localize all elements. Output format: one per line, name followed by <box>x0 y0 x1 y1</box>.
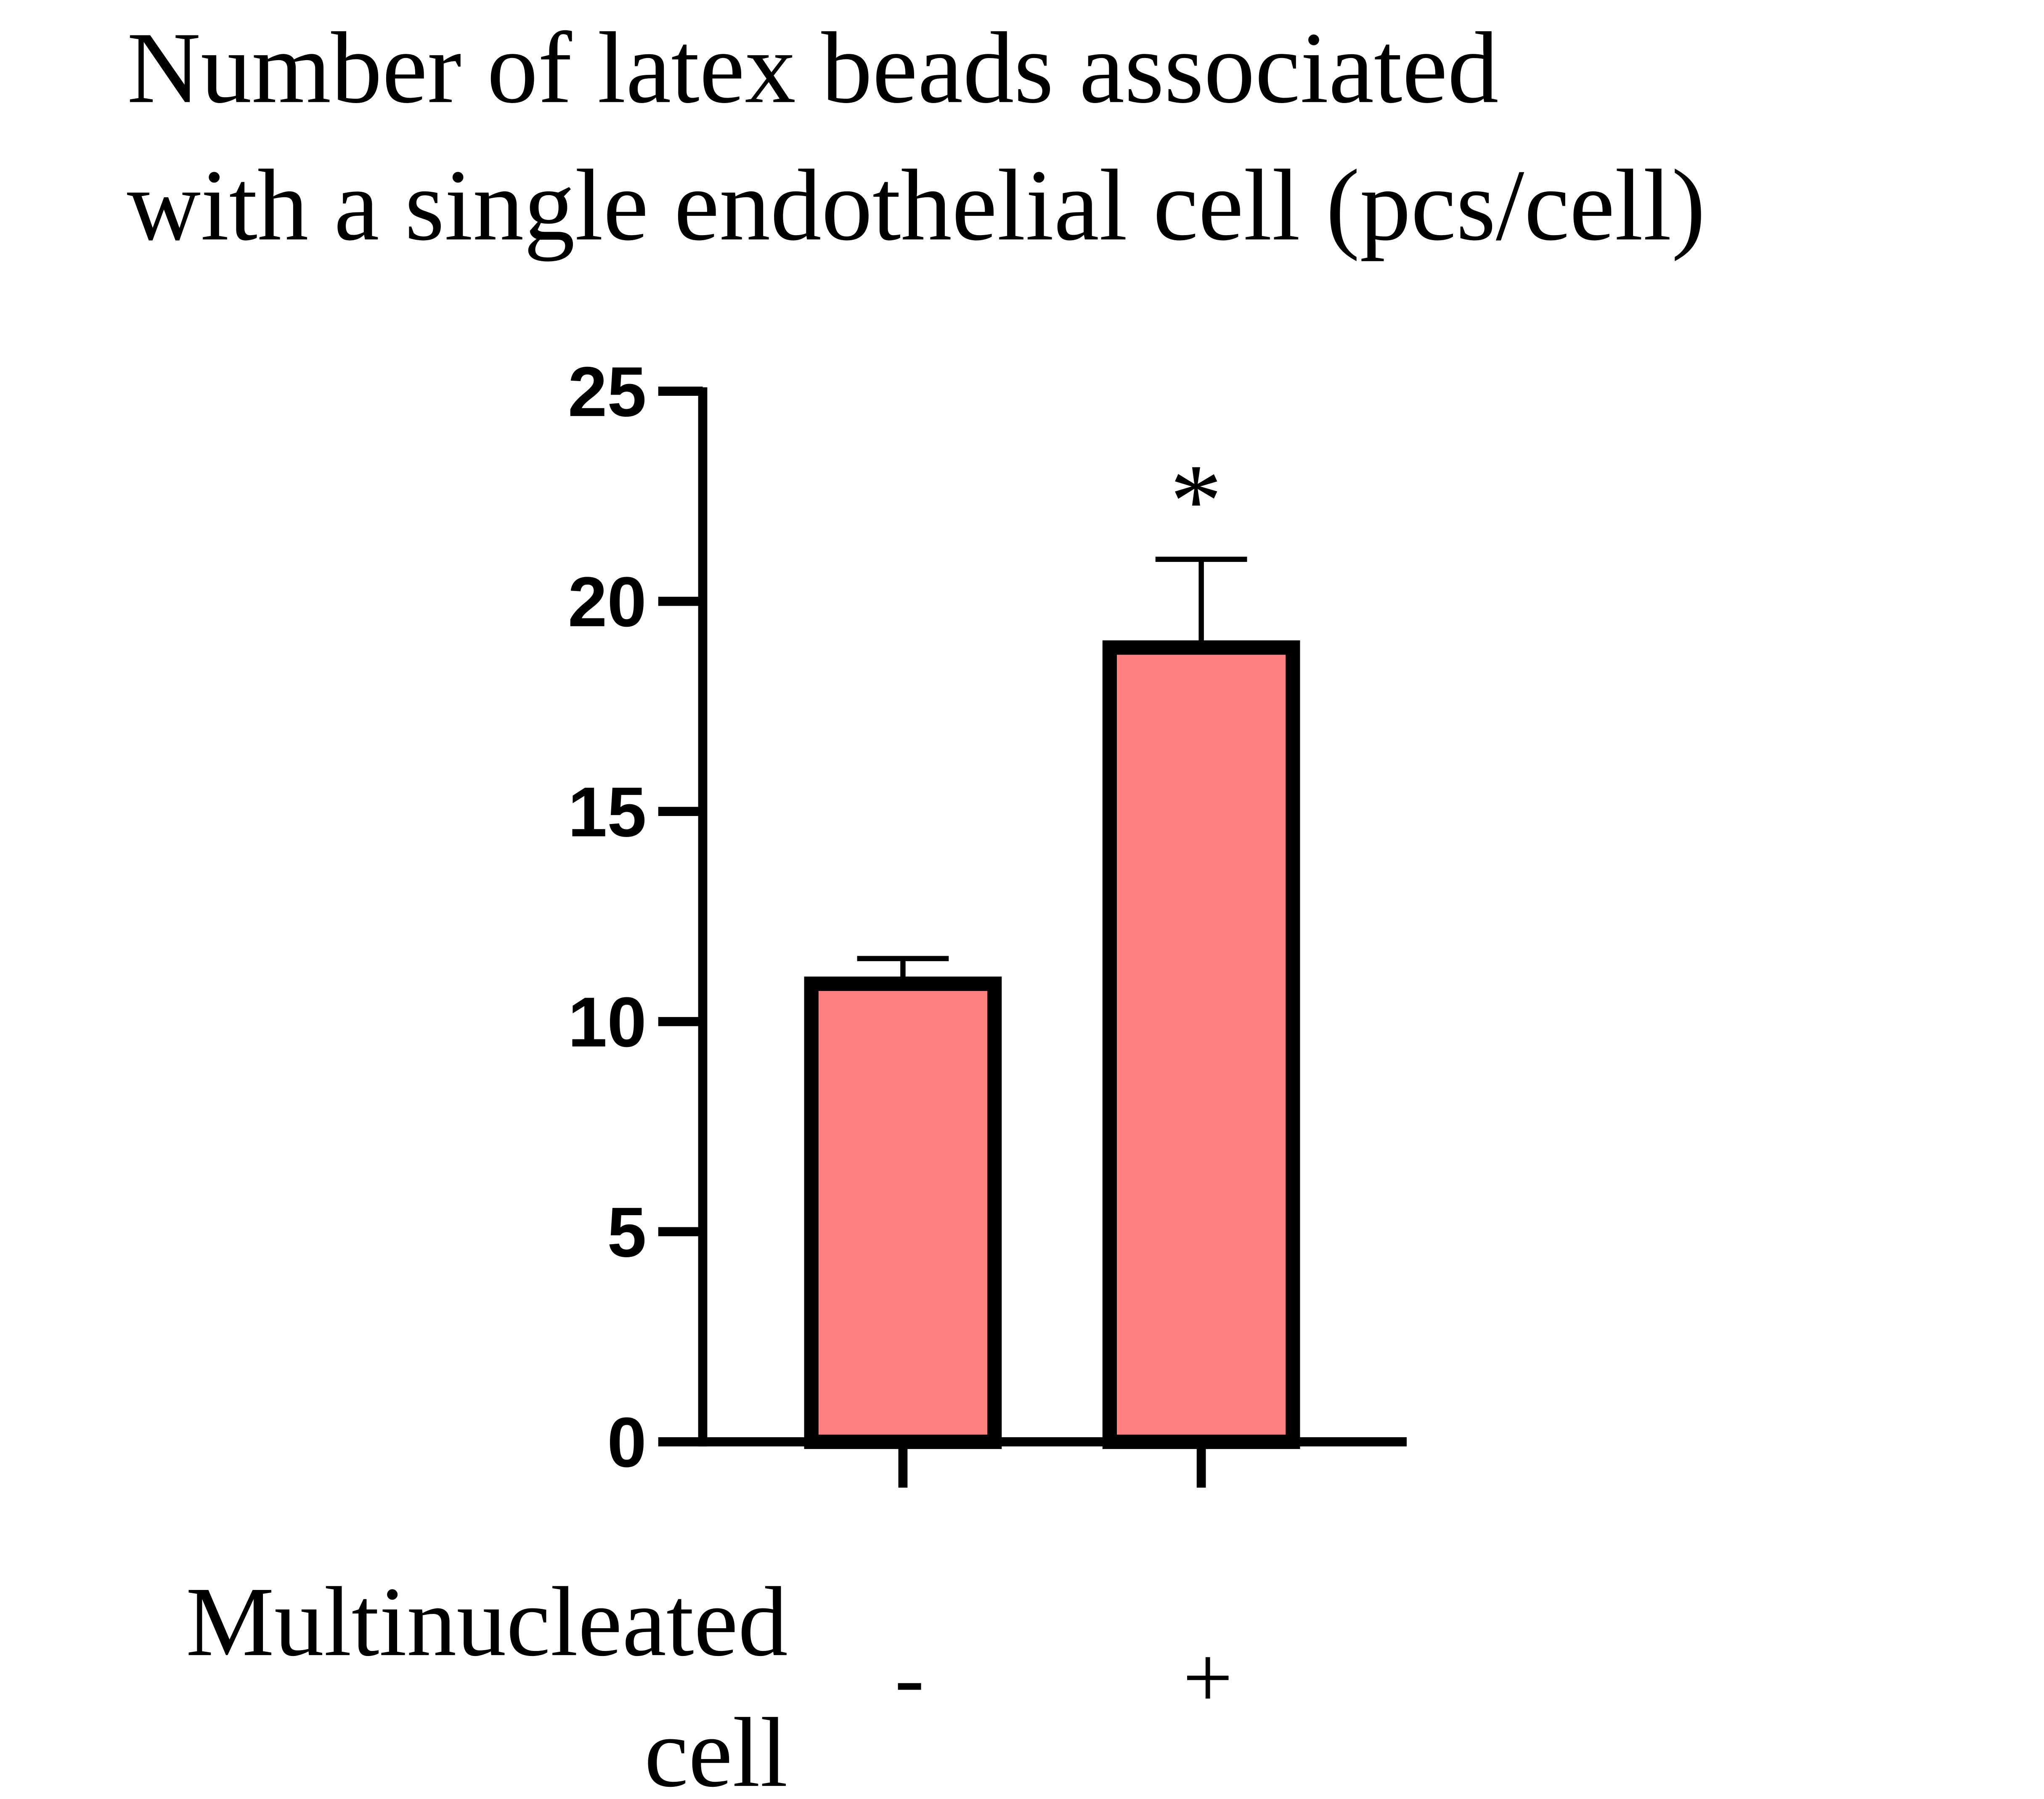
y-tick-label: 25 <box>568 352 647 431</box>
chart-title: Number of latex beads associated <box>127 12 1499 125</box>
y-tick-label: 15 <box>568 772 647 851</box>
x-tick-label: - <box>895 1628 924 1727</box>
x-tick-label: + <box>1183 1628 1233 1727</box>
bar <box>1102 640 1300 1449</box>
x-axis-label: cell <box>644 1698 788 1799</box>
y-tick-label: 10 <box>568 983 647 1062</box>
annotation: * <box>1170 442 1222 559</box>
bar <box>804 976 1002 1449</box>
x-axis-label: Multinucleated <box>186 1567 788 1677</box>
y-tick-label: 20 <box>568 562 647 641</box>
y-tick-label: 0 <box>607 1403 646 1482</box>
chart-title: with a single endothelial cell (pcs/cell… <box>127 149 1705 262</box>
y-tick-label: 5 <box>607 1192 646 1272</box>
